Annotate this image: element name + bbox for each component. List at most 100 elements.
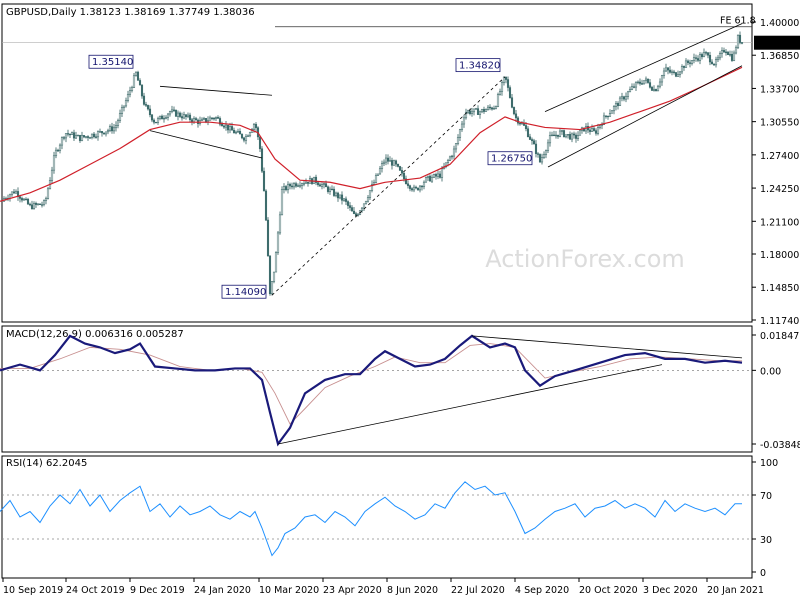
candle-body — [602, 115, 606, 125]
x-tick-label: 22 Jul 2020 — [451, 585, 505, 596]
candle-body — [566, 134, 570, 136]
macd-title: MACD(12,26,9) 0.006316 0.005287 — [6, 329, 184, 340]
candle-body — [708, 55, 712, 63]
candle-body — [268, 255, 272, 295]
candle-body — [258, 136, 262, 150]
candle-body — [296, 185, 300, 187]
candle-body — [22, 198, 26, 201]
candle-body — [678, 71, 682, 75]
price-panel: ActionForex.com GBPUSD,Daily 1.38123 1.38… — [0, 7, 756, 299]
candle-body — [432, 174, 436, 178]
candle-body — [424, 177, 428, 183]
candle-body — [702, 52, 706, 58]
candle-body — [484, 109, 488, 112]
candle-body — [510, 97, 514, 108]
candle-body — [408, 185, 412, 189]
candle-body — [462, 117, 466, 125]
candle-body — [94, 136, 98, 138]
candle-body — [54, 149, 58, 157]
candle-body — [470, 111, 474, 114]
price-tick-label: 1.18000 — [760, 250, 799, 261]
candle-body — [148, 108, 152, 116]
candle-body — [204, 118, 208, 122]
candle-body — [458, 129, 462, 138]
candle-body — [542, 154, 546, 158]
candle-body — [142, 95, 146, 105]
macd-line — [0, 334, 743, 447]
candle-body — [644, 78, 648, 81]
candle-body — [282, 186, 286, 190]
candle-body — [172, 109, 176, 111]
rsi-tick-label: 30 — [760, 535, 772, 546]
candle-body — [500, 82, 504, 92]
candle-body — [692, 57, 696, 61]
candle-body — [384, 157, 388, 163]
candle-body — [170, 109, 174, 112]
candle-body — [262, 170, 266, 192]
price-tick-label: 1.36850 — [760, 51, 799, 62]
rsi-panel: RSI(14) 62.2045 — [0, 458, 752, 557]
candle-body — [610, 110, 614, 114]
candle-body — [416, 187, 420, 191]
candle-body — [30, 204, 34, 210]
candle-body — [740, 42, 744, 44]
candle-body — [26, 198, 30, 205]
candle-body — [32, 203, 36, 210]
candle-body — [110, 126, 114, 132]
candle-body — [410, 188, 414, 191]
candle-body — [528, 136, 532, 140]
candle-body — [312, 176, 316, 184]
candle-body — [116, 120, 120, 126]
candle-body — [280, 189, 284, 216]
candle-body — [380, 163, 384, 170]
price-tick-label: 1.27400 — [760, 151, 799, 162]
candle-body — [152, 119, 156, 123]
candle-body — [638, 81, 642, 84]
candle-body — [396, 163, 400, 167]
rsi-frame — [1, 455, 753, 579]
candle-body — [92, 133, 96, 138]
candle-body — [680, 66, 684, 73]
annotation-box — [221, 284, 267, 299]
candle-body — [128, 90, 132, 95]
candle-body — [56, 149, 60, 152]
candle-body — [696, 58, 700, 61]
candle-body — [474, 108, 478, 110]
candle-body — [544, 150, 548, 155]
candle-body — [368, 190, 372, 198]
candle-body — [334, 192, 338, 196]
candle-body — [654, 89, 658, 92]
candle-body — [554, 134, 558, 137]
price-tick-label: 1.11740 — [760, 316, 799, 327]
candle-body — [564, 134, 568, 138]
candle-body — [218, 118, 222, 125]
candle-body — [562, 130, 566, 138]
candle-body — [414, 186, 418, 189]
candle-body — [344, 198, 348, 202]
candle-body — [524, 125, 528, 129]
candle-body — [642, 80, 646, 85]
candle-body — [18, 196, 22, 199]
candle-body — [124, 100, 128, 107]
candle-body — [592, 128, 596, 131]
candle-body — [38, 203, 42, 205]
candle-body — [608, 113, 612, 117]
watermark: ActionForex.com — [485, 245, 685, 273]
x-tick-label: 23 Apr 2020 — [323, 585, 382, 596]
candle-body — [270, 281, 274, 295]
annotation-box — [455, 58, 501, 73]
candle-body — [596, 127, 600, 134]
price-tick-label: 1.14850 — [760, 283, 799, 294]
candle-body — [20, 198, 24, 201]
candle-body — [52, 155, 56, 171]
candle-body — [572, 133, 576, 136]
candle-body — [364, 200, 368, 205]
candle-body — [216, 117, 220, 119]
candle-body — [264, 190, 268, 221]
rsi-tick-label: 0 — [760, 568, 766, 579]
candle-body — [490, 107, 494, 110]
trend-line — [149, 130, 263, 159]
candle-body — [508, 87, 512, 98]
candle-body — [578, 130, 582, 136]
candle-body — [102, 132, 106, 135]
